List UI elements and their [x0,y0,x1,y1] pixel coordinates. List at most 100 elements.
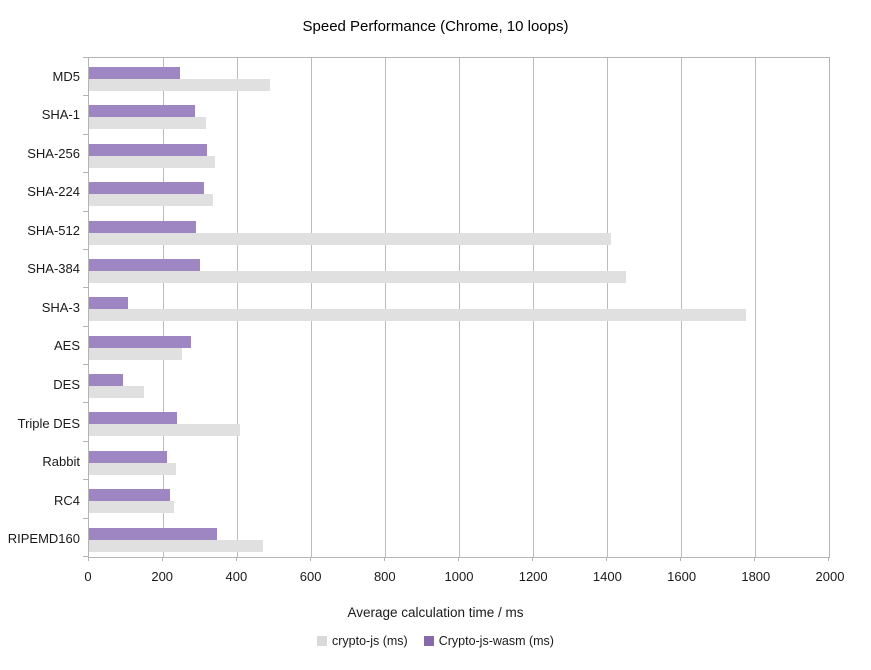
bar-crypto-js-aes [89,347,182,360]
bar-crypto-js-ripemd160 [89,539,263,552]
category-label-ripemd160: RIPEMD160 [7,531,80,547]
gridline-x-400 [237,58,238,557]
bar-group-ripemd160 [89,519,829,557]
x-tick-label-600: 600 [299,569,322,584]
y-axis-tick [83,95,89,97]
legend-swatch-icon [317,636,327,646]
bar-crypto-js-wasm-aes [89,335,192,348]
category-label-triple-des: Triple DES [17,415,80,431]
category-label-rabbit: Rabbit [42,454,80,470]
category-label-sha-256: SHA-256 [27,145,80,161]
x-tick-label-2000: 2000 [815,569,845,584]
gridline-x-600 [311,58,312,557]
x-tick-label-1800: 1800 [741,569,771,584]
legend-label: crypto-js (ms) [332,634,408,648]
y-axis-tick [83,248,89,250]
bar-crypto-js-wasm-sha-384 [89,258,200,271]
y-axis-tick [83,556,89,557]
bar-crypto-js-wasm-sha-256 [89,143,207,156]
y-axis-tick [83,210,89,212]
x-tick-label-400: 400 [225,569,248,584]
bar-crypto-js-des [89,386,144,399]
legend: crypto-js (ms) Crypto-js-wasm (ms) [0,634,871,648]
bar-crypto-js-wasm-sha-1 [89,105,196,118]
bar-crypto-js-wasm-rc4 [89,489,171,502]
bar-crypto-js-rc4 [89,501,175,514]
x-axis-tick-800 [384,557,385,561]
x-tick-label-800: 800 [373,569,396,584]
bar-group-sha-1 [89,96,829,134]
bar-group-aes [89,327,829,365]
bar-group-sha-384 [89,250,829,288]
x-tick-label-1200: 1200 [518,569,548,584]
x-axis-tick-1400 [606,557,607,561]
gridline-x-1600 [681,58,682,557]
legend-label: Crypto-js-wasm (ms) [438,634,554,648]
gridline-x-1000 [459,58,460,557]
y-axis-tick [83,172,89,174]
gridline-x-800 [385,58,386,557]
bar-crypto-js-sha-224 [89,194,213,207]
x-axis-tick-0 [88,557,89,561]
bar-group-md5 [89,58,829,96]
bar-crypto-js-sha-256 [89,155,215,168]
category-label-sha-3: SHA-3 [41,299,80,315]
bar-crypto-js-wasm-rabbit [89,450,168,463]
legend-item: crypto-js (ms) [317,634,408,648]
legend-swatch-icon [423,636,434,646]
bar-crypto-js-wasm-ripemd160 [89,527,217,540]
x-tick-label-1600: 1600 [667,569,697,584]
x-tick-label-200: 200 [151,569,174,584]
bar-crypto-js-sha-1 [89,117,206,130]
x-tick-label-0: 0 [84,569,92,584]
bar-crypto-js-wasm-sha-3 [89,297,129,310]
category-label-md5: MD5 [52,68,80,84]
bar-crypto-js-md5 [89,79,271,91]
x-axis-tick-200 [162,557,163,561]
bar-crypto-js-rabbit [89,462,176,475]
bar-crypto-js-triple-des [89,424,240,437]
bar-group-sha-512 [89,212,829,250]
bar-group-sha-256 [89,135,829,173]
x-axis-tick-1800 [754,557,755,561]
y-axis-tick [83,402,89,404]
bar-crypto-js-wasm-md5 [89,67,181,79]
y-axis-tick [83,517,89,519]
legend-item: Crypto-js-wasm (ms) [423,634,554,648]
bar-crypto-js-sha-512 [89,232,611,245]
bar-crypto-js-sha-3 [89,309,746,322]
gridline-x-1200 [533,58,534,557]
bar-group-sha-3 [89,288,829,326]
category-label-rc4: RC4 [53,492,80,508]
x-axis-tick-1600 [680,557,681,561]
bar-group-rc4 [89,480,829,518]
x-axis-tick-400 [236,557,237,561]
x-axis-tick-labels: 0 200 400 600 800 1000 1200 1400 1600 1800 2000 [84,569,844,585]
x-axis-tick-2000 [828,557,829,561]
bar-crypto-js-wasm-sha-224 [89,182,204,195]
y-axis-tick [83,325,89,327]
category-label-sha-1: SHA-1 [41,107,80,123]
category-label-aes: AES [53,338,80,354]
gridline-x-1400 [607,58,608,557]
y-axis-tick [83,57,89,58]
gridline-x-1800 [755,58,756,557]
category-label-des: DES [53,377,80,393]
x-tick-label-1000: 1000 [444,569,474,584]
bar-crypto-js-wasm-triple-des [89,412,178,425]
x-tick-label-1400: 1400 [592,569,622,584]
y-axis-tick [83,479,89,481]
bar-group-rabbit [89,442,829,480]
y-axis-tick [83,440,89,442]
bar-group-triple-des [89,403,829,441]
y-axis-tick [83,287,89,289]
plot-area [83,57,830,561]
category-label-sha-384: SHA-384 [27,261,80,277]
bar-group-des [89,365,829,403]
y-axis-tick [83,364,89,366]
x-axis-tick-1000 [458,557,459,561]
category-label-sha-224: SHA-224 [27,184,80,200]
y-axis-labels: MD5 SHA-1 SHA-256 SHA-224 SHA-512 SHA-384 SHA-… [0,57,80,558]
bar-crypto-js-wasm-des [89,374,124,387]
y-axis-tick [83,133,89,135]
